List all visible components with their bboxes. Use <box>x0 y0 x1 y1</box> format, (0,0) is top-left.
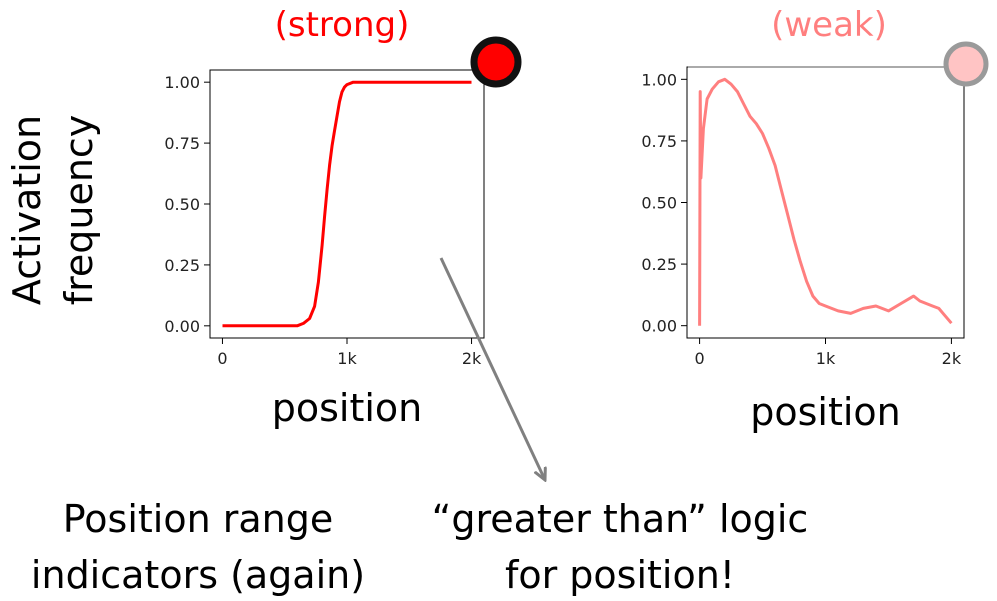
chart-strong: (strong) 0.00 0.25 0.50 0.75 1.00 0 1k 2k positio… <box>164 5 485 430</box>
y-tick-label: 0.25 <box>641 255 677 274</box>
y-tick-label: 0.00 <box>641 317 677 336</box>
y-tick-label: 0.50 <box>164 195 200 214</box>
y-axis-label-group: Activation frequency <box>5 115 101 306</box>
series-line-0 <box>698 77 953 326</box>
plot-frame <box>209 69 485 339</box>
x-tick-label: 0 <box>694 349 704 368</box>
y-axis-label-line2: frequency <box>57 115 101 306</box>
y-tick-label: 0.00 <box>164 317 200 336</box>
weak-indicator-dot <box>943 41 989 87</box>
x-axis-label: position <box>750 390 901 434</box>
chart-title: (weak) <box>771 5 887 45</box>
y-tick-label: 0.25 <box>164 256 200 275</box>
caption-left-line1: Position range <box>63 497 334 541</box>
x-tick-label: 0 <box>217 349 227 368</box>
series-line-0 <box>222 80 472 328</box>
caption-right-line1: “greater than” logic <box>432 497 809 541</box>
plot-frame <box>686 66 965 339</box>
x-tick-label: 1k <box>337 349 357 368</box>
chart-weak: (weak) 0.00 0.25 0.50 0.75 1.00 0 1k 2k position <box>641 5 965 434</box>
y-tick-label: 1.00 <box>641 70 677 89</box>
chart-title: (strong) <box>275 5 410 45</box>
x-tick-label: 2k <box>942 349 962 368</box>
caption-left-line2: indicators (again) <box>31 553 365 597</box>
annotation-arrow <box>439 257 545 480</box>
y-tick-label: 1.00 <box>164 73 200 92</box>
strong-indicator-dot <box>470 36 522 88</box>
x-tick-label: 1k <box>816 349 836 368</box>
y-tick-label: 0.75 <box>164 134 200 153</box>
y-axis-label-line1: Activation <box>5 115 49 305</box>
caption-right-line2: for position! <box>505 553 735 597</box>
x-tick-label: 2k <box>462 349 482 368</box>
x-axis-label: position <box>272 386 423 430</box>
y-tick-label: 0.50 <box>641 194 677 213</box>
y-tick-label: 0.75 <box>641 132 677 151</box>
